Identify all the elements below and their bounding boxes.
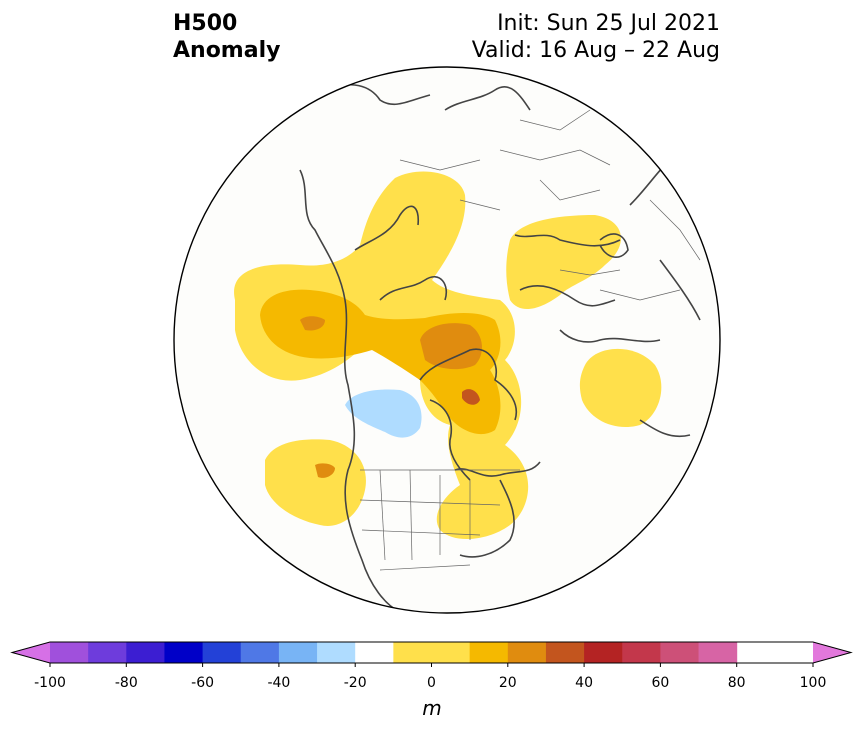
colorbar-cell [660,642,700,663]
colorbar-tick-label: -40 [267,675,291,691]
colorbar-cell [88,642,127,663]
colorbar-cell [50,642,89,663]
forecast-dates: Init: Sun 25 Jul 2021 Valid: 16 Aug – 22… [472,10,720,64]
colorbar-tick-label: -20 [343,675,367,691]
colorbar-cell [545,642,585,663]
map-boundary [173,66,721,614]
coastlines [299,84,701,613]
colorbar-tick-label: -80 [114,675,138,691]
init-date: Init: Sun 25 Jul 2021 [497,11,720,36]
colorbar-cells [50,642,738,663]
colorbar-tick-label: 60 [651,675,670,691]
colorbar-cell [507,642,547,663]
colorbar-cell [355,642,394,663]
anomaly-contour-positive-10 [265,439,366,526]
title-variable: H500 [173,11,238,36]
colorbar-cell [469,642,509,663]
colorbar-tick-label: -60 [191,675,215,691]
colorbar-cell [164,642,204,663]
colorbar-cell [317,642,356,663]
colorbar-cell [126,642,165,663]
colorbar-cell [698,642,738,663]
colorbar-tick-label: 80 [727,675,746,691]
colorbar-cell [584,642,623,663]
polar-stereographic-map [173,66,721,614]
anomaly-contour-positive-30 [420,323,482,370]
colorbar-tick-label: 100 [799,675,827,691]
colorbar-unit-label: m [422,696,442,720]
colorbar-under-arrow [12,642,50,663]
colorbar-cell [202,642,242,663]
colorbar-over-arrow [813,642,851,663]
valid-range: Valid: 16 Aug – 22 Aug [471,38,720,63]
colorbar-cell [278,642,318,663]
colorbar-tick-label: -100 [34,675,66,691]
title-quantity: Anomaly [173,38,281,63]
colorbar-cell [393,642,471,663]
anomaly-contour-positive-40 [462,389,480,405]
colorbar-tick-label: 0 [427,675,436,691]
colorbar-cell [240,642,280,663]
colorbar-tick-label: 20 [498,675,517,691]
anomaly-field [234,171,662,540]
colorbar-tick-label: 40 [575,675,594,691]
chart-title: H500 Anomaly [173,10,280,64]
anomaly-contour-positive-10 [579,348,662,428]
anomaly-contour-positive-30 [300,316,325,331]
anomaly-contour-negative-10 [345,389,422,438]
anomaly-contour-positive-10 [234,171,529,540]
political-borders [359,109,701,571]
anomaly-contour-positive-30 [315,463,335,478]
colorbar-cell [622,642,661,663]
